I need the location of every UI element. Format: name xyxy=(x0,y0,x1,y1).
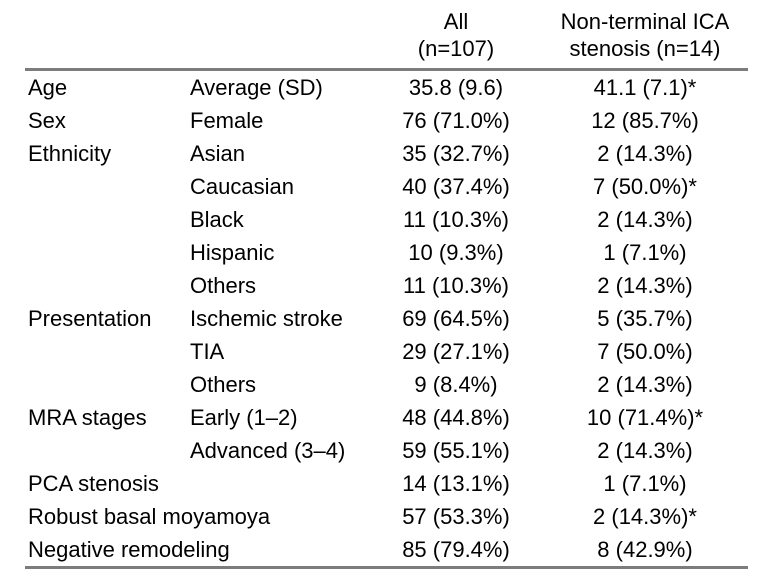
row-value-ica: 5 (35.7%) xyxy=(597,306,693,331)
table-row-ethnicity-asian: Ethnicity Asian 35 (32.7%) 2 (14.3%) xyxy=(25,137,748,170)
row-value-all: 11 (10.3%) xyxy=(403,273,509,298)
header-row: All (n=107) Non-terminal ICA stenosis (n… xyxy=(25,8,748,70)
row-value-ica: 2 (14.3%)* xyxy=(593,504,697,529)
row-value-ica: 7 (50.0%) xyxy=(597,339,693,364)
row-label: Asian xyxy=(190,141,246,166)
row-value-ica: 12 (85.7%) xyxy=(591,108,699,133)
row-value-all: 85 (79.4%) xyxy=(402,537,510,562)
row-value-all: 59 (55.1%) xyxy=(402,438,510,463)
table-row-presentation-tia: TIA 29 (27.1%) 7 (50.0%) xyxy=(25,335,748,368)
patient-characteristics-table: All (n=107) Non-terminal ICA stenosis (n… xyxy=(25,8,748,569)
row-value-all: 57 (53.3%) xyxy=(402,504,510,529)
row-category xyxy=(25,368,187,401)
row-category xyxy=(25,203,187,236)
row-label: Early (1–2) xyxy=(190,405,298,430)
row-value-ica: 1 (7.1%) xyxy=(603,471,687,496)
row-value-ica: 2 (14.3%) xyxy=(597,438,693,463)
row-category: Ethnicity xyxy=(28,141,112,166)
row-value-all: 69 (64.5%) xyxy=(402,306,510,331)
row-category: MRA stages xyxy=(28,405,147,430)
row-value-all: 14 (13.1%) xyxy=(402,471,510,496)
table-row-robust-basal-moyamoya: Robust basal moyamoya 57 (53.3%) 2 (14.3… xyxy=(25,500,748,533)
row-value-ica: 10 (71.4%)* xyxy=(586,405,704,430)
column-header-ica-line2: stenosis (n=14) xyxy=(569,36,721,61)
row-label: Hispanic xyxy=(190,240,275,265)
row-label: Black xyxy=(190,207,244,232)
row-label: Ischemic stroke xyxy=(190,306,343,331)
row-value-all: 9 (8.4%) xyxy=(414,372,498,397)
row-category: Sex xyxy=(28,108,66,133)
row-value-ica: 8 (42.9%) xyxy=(597,537,693,562)
table-row-negative-remodeling: Negative remodeling 85 (79.4%) 8 (42.9%) xyxy=(25,533,748,568)
column-header-ica-line1: Non-terminal ICA xyxy=(560,9,730,34)
row-label: Female xyxy=(190,108,264,133)
row-label: Others xyxy=(190,273,257,298)
row-label: Advanced (3–4) xyxy=(190,438,346,463)
row-value-all: 40 (37.4%) xyxy=(402,174,510,199)
row-value-ica: 41.1 (7.1)* xyxy=(593,75,697,100)
row-value-ica: 2 (14.3%) xyxy=(597,207,693,232)
table-row-presentation-ischemic: Presentation Ischemic stroke 69 (64.5%) … xyxy=(25,302,748,335)
row-value-all: 35.8 (9.6) xyxy=(408,75,504,100)
column-header-ica: Non-terminal ICA stenosis (n=14) xyxy=(542,8,748,70)
row-category: Robust basal moyamoya xyxy=(28,504,271,529)
row-category: Presentation xyxy=(28,306,152,331)
row-value-ica: 2 (14.3%) xyxy=(597,141,693,166)
row-category xyxy=(25,335,187,368)
row-label: Caucasian xyxy=(190,174,294,199)
table-row-ethnicity-black: Black 11 (10.3%) 2 (14.3%) xyxy=(25,203,748,236)
row-label: Others xyxy=(190,372,257,397)
row-value-ica: 1 (7.1%) xyxy=(603,240,687,265)
column-header-all-line2: (n=107) xyxy=(417,36,495,61)
column-header-all-line1: All xyxy=(443,9,469,34)
row-value-all: 35 (32.7%) xyxy=(402,141,510,166)
row-value-all: 29 (27.1%) xyxy=(402,339,510,364)
row-category: Age xyxy=(28,75,68,100)
row-category: Negative remodeling xyxy=(28,537,230,562)
table-row-ethnicity-others: Others 11 (10.3%) 2 (14.3%) xyxy=(25,269,748,302)
row-value-ica: 7 (50.0%)* xyxy=(593,174,697,199)
table-row-ethnicity-caucasian: Caucasian 40 (37.4%) 7 (50.0%)* xyxy=(25,170,748,203)
row-value-all: 76 (71.0%) xyxy=(402,108,510,133)
table-row-pca-stenosis: PCA stenosis 14 (13.1%) 1 (7.1%) xyxy=(25,467,748,500)
row-category xyxy=(25,434,187,467)
header-category-blank xyxy=(25,8,187,70)
table-row-presentation-others: Others 9 (8.4%) 2 (14.3%) xyxy=(25,368,748,401)
row-category xyxy=(25,170,187,203)
table-row-sex: Sex Female 76 (71.0%) 12 (85.7%) xyxy=(25,104,748,137)
row-value-all: 48 (44.8%) xyxy=(402,405,510,430)
table-row-age: Age Average (SD) 35.8 (9.6) 41.1 (7.1)* xyxy=(25,70,748,105)
row-category: PCA stenosis xyxy=(28,471,159,496)
row-value-all: 10 (9.3%) xyxy=(408,240,504,265)
row-category xyxy=(25,269,187,302)
column-header-all: All (n=107) xyxy=(370,8,542,70)
header-label-blank xyxy=(187,8,370,70)
row-category xyxy=(25,236,187,269)
row-value-ica: 2 (14.3%) xyxy=(597,273,693,298)
table-row-mra-early: MRA stages Early (1–2) 48 (44.8%) 10 (71… xyxy=(25,401,748,434)
row-value-ica: 2 (14.3%) xyxy=(597,372,693,397)
table-row-mra-advanced: Advanced (3–4) 59 (55.1%) 2 (14.3%) xyxy=(25,434,748,467)
table-row-ethnicity-hispanic: Hispanic 10 (9.3%) 1 (7.1%) xyxy=(25,236,748,269)
row-value-all: 11 (10.3%) xyxy=(403,207,509,232)
row-label: Average (SD) xyxy=(190,75,323,100)
row-label: TIA xyxy=(190,339,225,364)
